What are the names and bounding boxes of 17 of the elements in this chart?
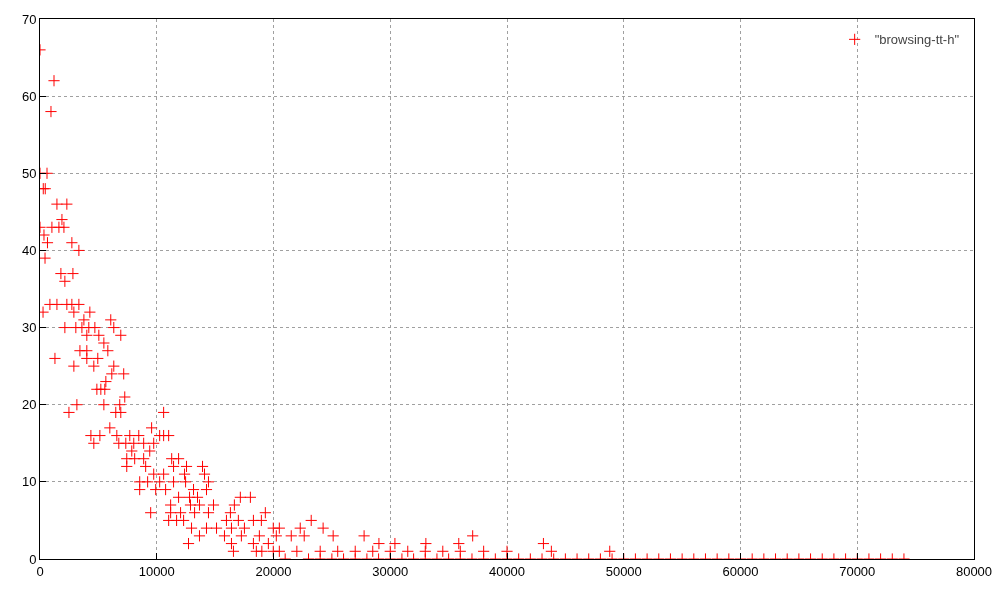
y-tick-label: 0	[29, 551, 37, 567]
x-tick-label: 80000	[955, 563, 993, 579]
x-tick-label: 70000	[839, 563, 876, 579]
y-tick-label: 60	[21, 88, 37, 104]
y-tick-label: 20	[21, 397, 37, 413]
x-tick-label: 20000	[255, 563, 292, 579]
x-tick-label: 30000	[372, 563, 409, 579]
x-tick-label: 60000	[722, 563, 759, 579]
y-tick-label: 50	[21, 165, 37, 181]
x-tick-label: 40000	[488, 563, 526, 579]
y-tick-label: 30	[21, 320, 37, 336]
y-tick-label: 40	[21, 242, 37, 258]
x-tick-label: 10000	[138, 563, 175, 579]
y-tick-label: 70	[21, 11, 37, 27]
y-tick-label: 10	[21, 474, 37, 490]
legend-label: "browsing-tt-h"	[874, 32, 960, 48]
x-tick-label: 50000	[605, 563, 642, 579]
